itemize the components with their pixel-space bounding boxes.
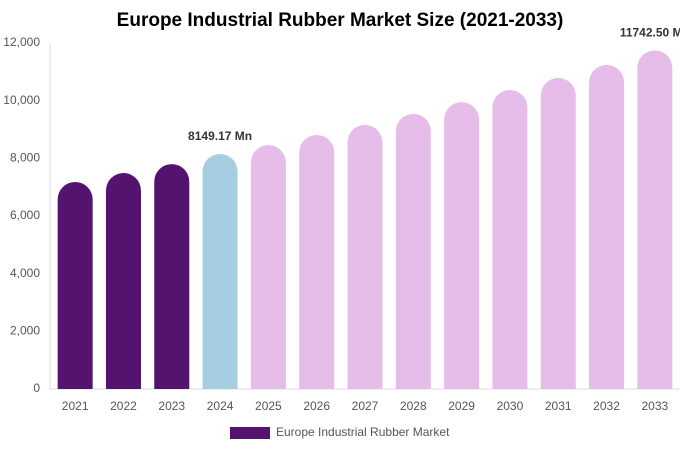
- x-tick-label: 2033: [641, 399, 668, 413]
- x-tick-label: 2026: [303, 399, 330, 413]
- x-tick-label: 2030: [497, 399, 524, 413]
- x-tick-label: 2024: [207, 399, 234, 413]
- legend-swatch: [230, 427, 270, 439]
- bar: [250, 145, 286, 389]
- chart-title: Europe Industrial Rubber Market Size (20…: [117, 10, 564, 31]
- x-tick-label: 2022: [110, 399, 137, 413]
- bar: [154, 164, 190, 389]
- bar: [202, 154, 238, 389]
- y-tick-label: 10,000: [3, 93, 40, 107]
- value-label: 8149.17 Mn: [188, 129, 252, 143]
- x-tick-label: 2032: [593, 399, 620, 413]
- x-tick-label: 2021: [62, 399, 89, 413]
- y-tick-label: 0: [33, 381, 40, 395]
- bar: [105, 173, 141, 389]
- x-tick-label: 2027: [352, 399, 379, 413]
- y-tick-label: 8,000: [10, 151, 40, 165]
- y-tick-label: 12,000: [3, 35, 40, 49]
- x-tick-label: 2029: [448, 399, 475, 413]
- x-tick-label: 2023: [158, 399, 185, 413]
- bar: [589, 64, 625, 389]
- x-tick-label: 2028: [400, 399, 427, 413]
- bar: [444, 102, 480, 389]
- bar: [57, 181, 93, 389]
- bar: [540, 77, 576, 389]
- x-tick-label: 2031: [545, 399, 572, 413]
- value-label: 11742.50 Mn: [620, 26, 680, 40]
- y-tick-label: 6,000: [10, 208, 40, 222]
- bar: [492, 89, 528, 389]
- bar: [347, 124, 383, 390]
- legend-label: Europe Industrial Rubber Market: [276, 425, 450, 439]
- y-tick-label: 4,000: [10, 266, 40, 280]
- bar: [299, 134, 335, 389]
- x-tick-label: 2025: [255, 399, 282, 413]
- y-tick-label: 2,000: [10, 324, 40, 338]
- bar: [637, 50, 673, 389]
- bar: [395, 113, 431, 389]
